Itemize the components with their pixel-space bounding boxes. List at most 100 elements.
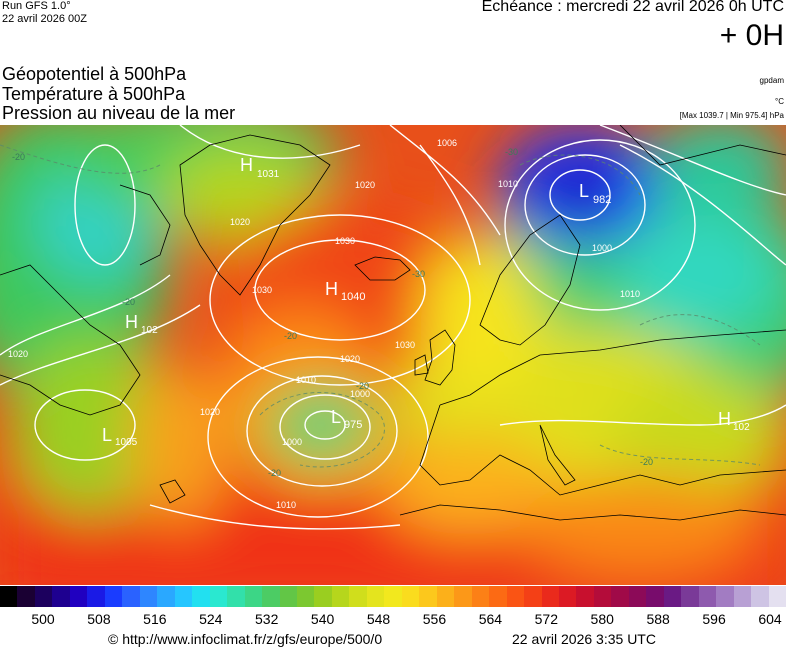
low-center: L xyxy=(579,181,589,201)
scale-swatch xyxy=(401,586,420,607)
scale-swatch xyxy=(768,586,786,607)
scale-swatch xyxy=(628,586,647,607)
isobar-label: 1010 xyxy=(296,375,316,385)
scale-swatch xyxy=(331,586,350,607)
center-value: 102 xyxy=(733,422,750,433)
isobar-label: 1030 xyxy=(335,236,355,246)
isobar-label: 1006 xyxy=(437,138,457,148)
temperature-field xyxy=(0,125,786,585)
isobar-label: 1000 xyxy=(282,437,302,447)
scale-swatch xyxy=(541,586,559,607)
isotherm-labels: -20 -20 -20 -30 -30 -20 -20 -20 xyxy=(12,147,653,478)
isobar-label: 1010 xyxy=(620,289,640,299)
scale-swatch xyxy=(209,586,228,607)
isobar-label: 1020 xyxy=(340,354,360,364)
isotherm-label: -30 xyxy=(412,269,425,279)
scale-swatch xyxy=(733,586,752,607)
scale-tick-label: 572 xyxy=(534,611,558,627)
echeance-label: Echéance : mercredi 22 avril 2026 0h UTC xyxy=(481,0,784,15)
scale-swatch xyxy=(34,586,53,607)
high-center: H xyxy=(325,279,338,299)
low-center: L xyxy=(102,425,112,445)
scale-tick-label: 540 xyxy=(310,611,335,627)
scale-swatch xyxy=(559,586,577,607)
title-temperature: Température à 500hPa xyxy=(2,84,186,104)
isotherm-label: -20 xyxy=(640,457,653,467)
center-value: 975 xyxy=(344,419,362,431)
isobar-label: 1020 xyxy=(230,217,250,227)
center-value: 102 xyxy=(141,325,158,336)
scale-swatch xyxy=(139,586,158,607)
scale-tick-label: 596 xyxy=(702,611,726,627)
scale-tick-label: 580 xyxy=(590,611,614,627)
scale-swatch xyxy=(157,586,175,607)
isobar-label: 1020 xyxy=(200,407,220,417)
scale-swatch xyxy=(279,586,297,607)
isotherm-label: -20 xyxy=(284,331,297,341)
generation-date: 22 avril 2026 3:35 UTC xyxy=(512,631,656,647)
scale-swatch xyxy=(227,586,245,607)
scale-swatch xyxy=(751,586,769,607)
scale-swatch xyxy=(419,586,437,607)
unit-celsius: °C xyxy=(775,97,784,106)
unit-gpdam: gpdam xyxy=(759,76,784,85)
high-center: H xyxy=(240,155,253,175)
scale-swatch xyxy=(506,586,525,607)
scale-swatch xyxy=(646,586,664,607)
scale-swatch xyxy=(489,586,507,607)
center-value: 1040 xyxy=(341,291,365,303)
pressure-centers: H 1031 H 1040 H 102 L 982 L 975 L 1005 H… xyxy=(102,155,750,448)
run-label: Run GFS 1.0° xyxy=(2,0,71,12)
isobar-label: 1020 xyxy=(8,349,28,359)
scale-tick-label: 548 xyxy=(366,611,391,627)
pressure-range: [Max 1039.7 | Min 975.4] hPa xyxy=(679,111,784,120)
lead-time: + 0H xyxy=(719,19,784,52)
scale-swatch xyxy=(471,586,490,607)
scale-swatch xyxy=(593,586,612,607)
center-value: 1031 xyxy=(257,169,280,180)
scale-ticks: 500 508 516 524 532 540 548 556 564 572 580 588 596 6… xyxy=(0,611,786,627)
scale-swatch xyxy=(52,586,70,607)
isobar-label: 1020 xyxy=(355,180,375,190)
scale-swatch xyxy=(122,586,140,607)
copyright-text: © http://www.infoclimat.fr/z/gfs/europe/… xyxy=(108,631,383,647)
isobar-labels: 1006 1020 1030 1030 1020 1010 1020 1000 … xyxy=(8,138,640,510)
scale-tick-label: 588 xyxy=(646,611,670,627)
scale-swatch xyxy=(384,586,402,607)
weather-map: H 1031 H 1040 H 102 L 982 L 975 L 1005 H… xyxy=(0,125,786,585)
isobar-label: 1010 xyxy=(498,179,518,189)
scale-tick-label: 532 xyxy=(255,611,279,627)
scale-swatch xyxy=(87,586,105,607)
center-value: 1005 xyxy=(115,437,138,448)
scale-swatch xyxy=(698,586,717,607)
scale-swatch xyxy=(663,586,682,607)
isobar-label: 1030 xyxy=(252,285,272,295)
scale-tick-label: 508 xyxy=(87,611,111,627)
isobars xyxy=(0,125,786,530)
isobar-label: 1030 xyxy=(395,340,415,350)
color-scale xyxy=(0,586,786,607)
scale-swatch xyxy=(192,586,210,607)
scale-swatch xyxy=(681,586,699,607)
high-center: H xyxy=(125,312,138,332)
scale-swatch xyxy=(524,586,542,607)
run-date: 22 avril 2026 00Z xyxy=(2,13,87,25)
isotherm-label: -20 xyxy=(122,297,135,307)
high-center: H xyxy=(718,409,731,429)
scale-swatch xyxy=(0,586,18,607)
isotherms xyxy=(0,144,761,468)
scale-tick-label: 556 xyxy=(422,611,447,627)
scale-tick-label: 516 xyxy=(143,611,167,627)
scale-swatch xyxy=(296,586,315,607)
isotherm-label: -20 xyxy=(12,152,25,162)
scale-swatch xyxy=(349,586,367,607)
scale-swatch xyxy=(454,586,472,607)
scale-tick-label: 500 xyxy=(31,611,55,627)
isotherm-label: -20 xyxy=(268,468,281,478)
isobar-label: 1010 xyxy=(276,500,296,510)
scale-swatch xyxy=(104,586,123,607)
scale-swatch xyxy=(366,586,385,607)
low-center: L xyxy=(331,407,341,427)
scale-swatch xyxy=(716,586,734,607)
